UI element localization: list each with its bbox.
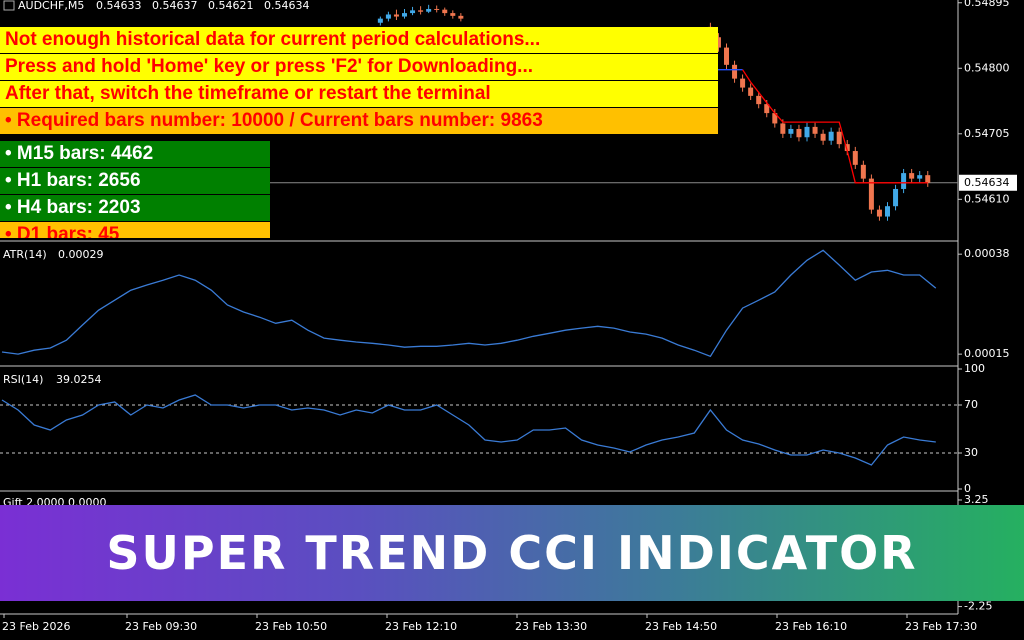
candle-body bbox=[410, 10, 416, 14]
current-price-label: 0.54634 bbox=[964, 176, 1010, 189]
candle-body bbox=[732, 64, 738, 79]
y-tick-label: 100 bbox=[964, 362, 985, 375]
candle-body bbox=[764, 104, 770, 114]
time-label: 23 Feb 10:50 bbox=[255, 620, 327, 633]
candle-body bbox=[772, 113, 778, 124]
candle-body bbox=[385, 14, 391, 19]
candle-body bbox=[740, 78, 746, 88]
y-tick-label: 0 bbox=[964, 482, 971, 495]
y-tick-label: -2.25 bbox=[964, 600, 992, 613]
candle-body bbox=[828, 131, 834, 141]
y-tick-label: 0.54705 bbox=[964, 127, 1010, 140]
y-tick-label: 30 bbox=[964, 446, 978, 459]
candle-body bbox=[788, 128, 794, 134]
warning-message: • Required bars number: 10000 / Current … bbox=[0, 108, 718, 134]
candle-body bbox=[756, 95, 762, 105]
rsi-value: 39.0254 bbox=[56, 373, 102, 386]
time-label: 23 Feb 2026 bbox=[2, 620, 70, 633]
bars-count: • M15 bars: 4462 bbox=[0, 141, 270, 167]
candle-body bbox=[844, 144, 850, 152]
candle-body bbox=[796, 128, 802, 138]
candle-body bbox=[748, 87, 754, 96]
candle-body bbox=[393, 14, 399, 17]
candle-body bbox=[724, 47, 729, 65]
candle-body bbox=[917, 175, 923, 179]
bars-count: • H4 bars: 2203 bbox=[0, 195, 270, 221]
candle-body bbox=[885, 206, 890, 217]
candle-body bbox=[909, 173, 915, 179]
candle-body bbox=[442, 9, 448, 14]
candle-body bbox=[804, 126, 810, 138]
symbol-icon bbox=[3, 0, 15, 11]
supertrend-line bbox=[742, 69, 928, 184]
time-label: 23 Feb 13:30 bbox=[515, 620, 587, 633]
candle-body bbox=[852, 151, 858, 165]
y-tick-label: 0.54800 bbox=[964, 61, 1010, 74]
quote-value: 0.54634 bbox=[264, 0, 310, 12]
warning-message: Press and hold 'Home' key or press 'F2' … bbox=[0, 54, 718, 80]
warning-message: Not enough historical data for current p… bbox=[0, 27, 718, 53]
time-label: 23 Feb 16:10 bbox=[775, 620, 847, 633]
candle-body bbox=[377, 18, 383, 23]
banner: SUPER TREND CCI INDICATOR bbox=[0, 505, 1024, 601]
quote-value: 0.54633 bbox=[96, 0, 142, 12]
atr-line bbox=[1, 249, 937, 358]
candle-body bbox=[426, 8, 432, 12]
candle-body bbox=[780, 123, 786, 134]
time-label: 23 Feb 14:50 bbox=[645, 620, 717, 633]
warning-message: After that, switch the timeframe or rest… bbox=[0, 81, 718, 107]
time-label: 23 Feb 12:10 bbox=[385, 620, 457, 633]
quote-value: 0.54621 bbox=[208, 0, 254, 12]
candle-body bbox=[458, 15, 464, 19]
candle-body bbox=[450, 13, 456, 16]
atr-value: 0.00029 bbox=[58, 248, 104, 261]
current-price-box bbox=[959, 174, 1017, 191]
quote-value: 0.54637 bbox=[152, 0, 198, 12]
candle-body bbox=[418, 10, 424, 12]
candle-body bbox=[715, 37, 721, 48]
bars-count: • H1 bars: 2656 bbox=[0, 168, 270, 194]
candle-body bbox=[402, 13, 407, 17]
candle-body bbox=[860, 164, 866, 179]
y-tick-label: 0.00038 bbox=[964, 247, 1010, 260]
y-tick-label: 3.25 bbox=[964, 493, 989, 506]
rsi-line bbox=[1, 394, 936, 466]
atr-name: ATR(14) bbox=[3, 248, 47, 261]
candle-body bbox=[893, 188, 899, 207]
bars-count: • D1 bars: 45 bbox=[0, 222, 270, 238]
candle-body bbox=[434, 8, 440, 10]
rsi-name: RSI(14) bbox=[3, 373, 43, 386]
y-tick-label: 70 bbox=[964, 398, 978, 411]
candle-body bbox=[836, 131, 842, 145]
time-label: 23 Feb 09:30 bbox=[125, 620, 197, 633]
candle-body bbox=[901, 173, 907, 189]
candle-body bbox=[868, 178, 874, 210]
y-tick-label: 0.00015 bbox=[964, 347, 1010, 360]
candle-body bbox=[925, 175, 931, 183]
candle-body bbox=[876, 209, 882, 217]
symbol: AUDCHF,M5 bbox=[18, 0, 84, 12]
y-tick-label: 0.54895 bbox=[964, 0, 1010, 9]
candle-body bbox=[820, 133, 826, 141]
y-tick-label: 0.54610 bbox=[964, 192, 1010, 205]
time-label: 23 Feb 17:30 bbox=[905, 620, 977, 633]
candle-body bbox=[812, 126, 818, 134]
